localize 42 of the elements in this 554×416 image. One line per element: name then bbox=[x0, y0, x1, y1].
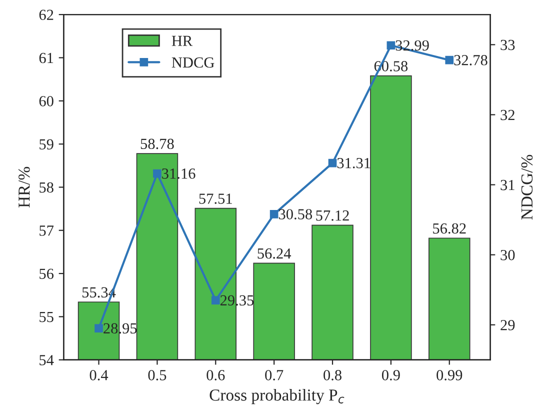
x-tick-label: 0.99 bbox=[436, 370, 462, 380]
x-tick-label: 0.7 bbox=[265, 370, 284, 380]
x-axis-title: Cross probability P$_{c}$ bbox=[210, 388, 344, 404]
y-axis-title: HR/% bbox=[18, 166, 30, 208]
point bbox=[94, 324, 103, 332]
y2-tick-label: 33 bbox=[500, 40, 515, 50]
data-label: 30.58 bbox=[278, 209, 312, 220]
data-label: 57.12 bbox=[316, 210, 349, 221]
data-label: 32.78 bbox=[454, 54, 488, 66]
y-tick-label: 62 bbox=[39, 10, 54, 20]
point bbox=[328, 158, 337, 168]
point bbox=[445, 56, 454, 64]
data-label: 32.99 bbox=[396, 40, 429, 51]
y-tick-label: 55 bbox=[40, 312, 54, 322]
y2-tick-label: 30 bbox=[500, 250, 515, 260]
data-label: 58.78 bbox=[140, 138, 174, 150]
legend-label: HR bbox=[172, 36, 193, 46]
point bbox=[211, 296, 220, 304]
x-tick-label: 0.8 bbox=[324, 370, 342, 380]
y-tick-label: 60 bbox=[39, 96, 54, 106]
x-tick-label: 0.4 bbox=[90, 370, 108, 380]
x-tick-label: 0.5 bbox=[148, 370, 166, 380]
y2-tick-label: 29 bbox=[500, 320, 515, 330]
y2-tick-label: 32 bbox=[500, 110, 514, 120]
legend-label: NDCG bbox=[172, 57, 214, 68]
y-tick-label: 58 bbox=[40, 182, 54, 193]
point bbox=[153, 169, 162, 178]
y-tick-label: 54 bbox=[40, 355, 54, 366]
point bbox=[386, 41, 396, 50]
point bbox=[270, 210, 278, 218]
data-label: 31.31 bbox=[337, 158, 370, 168]
y-tick-label: 59 bbox=[40, 139, 54, 150]
y2-tick-label: 31 bbox=[500, 180, 514, 190]
y-tick-label: 57 bbox=[40, 226, 54, 236]
y2-axis-title: NDCG/% bbox=[521, 154, 533, 220]
data-label: 56.24 bbox=[258, 248, 292, 259]
data-label: 56.82 bbox=[433, 223, 466, 234]
x-tick-label: 0.9 bbox=[382, 370, 400, 380]
data-label: 57.51 bbox=[199, 194, 232, 204]
y-tick-label: 56 bbox=[40, 268, 54, 279]
x-tick-label: 0.6 bbox=[206, 370, 225, 380]
y-tick-label: 61 bbox=[39, 52, 54, 64]
